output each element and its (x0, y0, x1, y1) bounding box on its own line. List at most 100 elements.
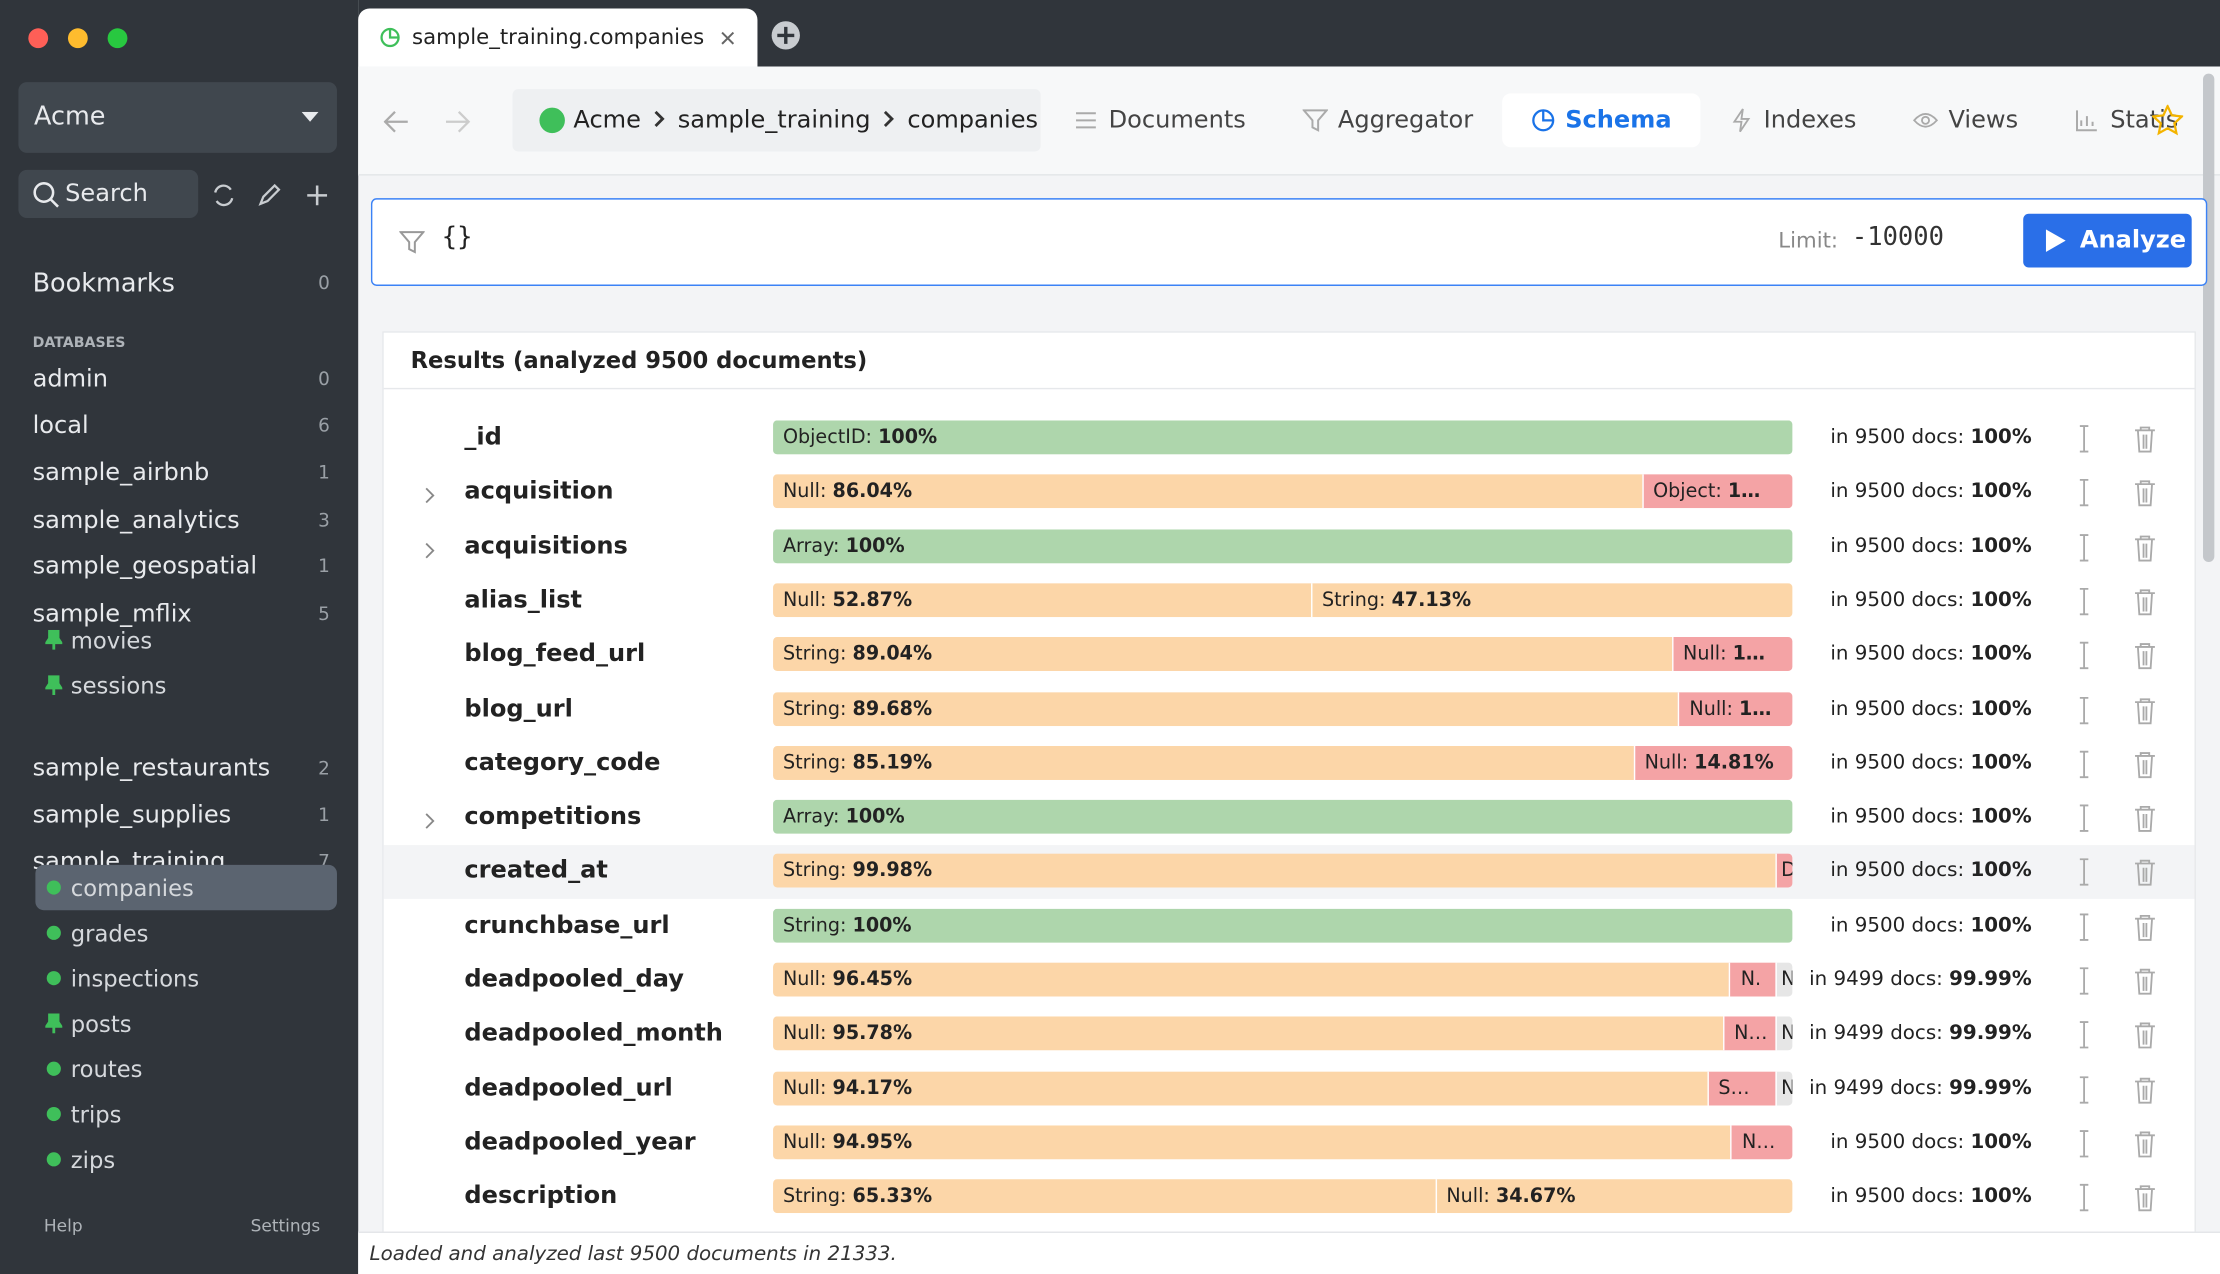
type-segment: ObjectID: 100% (773, 420, 1793, 455)
type-name: N (1781, 1022, 1792, 1045)
scrollbar[interactable] (2203, 73, 2215, 562)
breadcrumb-item[interactable]: sample_training (677, 106, 871, 135)
field-name: created_at (464, 856, 608, 886)
collection-item[interactable]: grades (35, 910, 337, 955)
breadcrumb-item[interactable]: companies (907, 106, 1039, 135)
view-tab[interactable]: Documents (1045, 93, 1274, 147)
nav-arrows[interactable] (383, 109, 497, 134)
type-bar: String: 65.33% Null: 34.67% (773, 1179, 1793, 1214)
field-name: deadpooled_year (464, 1128, 696, 1157)
results-panel: Results (analyzed 9500 documents) _id Obj… (382, 331, 2196, 1274)
database-item[interactable]: sample_analytics 3 (33, 501, 330, 541)
close-button[interactable] (28, 28, 49, 49)
collection-item[interactable]: posts (35, 1001, 337, 1046)
database-item[interactable]: admin 0 (33, 360, 330, 400)
row-actions[interactable] (2073, 1184, 2158, 1218)
collection-item[interactable]: routes (35, 1046, 337, 1091)
view-tab[interactable]: Schema (1501, 93, 1700, 148)
row-actions[interactable] (2073, 1021, 2158, 1055)
favorite-star[interactable] (2152, 104, 2184, 136)
view-tab-icon (1302, 108, 1328, 133)
row-actions[interactable] (2073, 425, 2158, 459)
bookmarks[interactable]: Bookmarks 0 (33, 263, 330, 303)
breadcrumb-item[interactable]: Acme (573, 106, 641, 135)
database-item[interactable]: sample_mflix 5 (33, 595, 330, 635)
row-actions[interactable] (2073, 1129, 2158, 1163)
new-tab[interactable] (770, 20, 801, 51)
row-actions[interactable] (2073, 696, 2158, 730)
collection-item[interactable]: sessions (35, 662, 337, 707)
analyze-button[interactable]: Analyze (2023, 213, 2192, 268)
filter-input[interactable]: {} (441, 222, 473, 252)
type-percent: 100% (852, 914, 912, 937)
row-actions[interactable] (2073, 858, 2158, 892)
row-actions[interactable] (2073, 479, 2158, 513)
collection-item[interactable]: trips (35, 1091, 337, 1136)
type-segment: Null: 94.17% (773, 1071, 1707, 1105)
database-count: 1 (318, 462, 330, 484)
view-tab[interactable]: Aggregator (1274, 93, 1501, 147)
row-actions[interactable] (2073, 804, 2158, 838)
database-item[interactable]: sample_supplies 1 (33, 796, 330, 836)
doc-count-label: in 9500 docs: (1830, 1130, 1965, 1154)
type-name: Null: (782, 1022, 827, 1046)
doc-count-label: in 9500 docs: (1830, 751, 1965, 775)
expand-toggle[interactable] (425, 483, 436, 510)
type-name: String: (782, 1185, 847, 1208)
collection-item[interactable]: companies (35, 864, 337, 911)
database-item[interactable]: sample_restaurants 2 (33, 749, 330, 789)
field-row: blog_feed_url String: 89.04% Null: 1… in 95… (384, 629, 2195, 683)
type-segment: String: 100% (773, 908, 1793, 943)
row-actions[interactable] (2073, 750, 2158, 784)
type-segment: String: 65.33% (773, 1179, 1436, 1214)
connection-select[interactable]: Acme (18, 82, 337, 153)
database-item[interactable]: sample_airbnb 1 (33, 453, 330, 493)
type-percent: 95.78% (832, 1022, 913, 1046)
row-actions[interactable] (2073, 1075, 2158, 1109)
doc-count-percent: 99.99% (1949, 1076, 2032, 1100)
type-name: Array: (782, 534, 840, 558)
row-actions[interactable] (2073, 967, 2158, 1001)
help-link[interactable]: Help (43, 1215, 83, 1236)
type-segment: N (1775, 962, 1793, 997)
row-actions[interactable] (2073, 913, 2158, 947)
database-count: 1 (318, 555, 330, 577)
search-icon (33, 182, 59, 208)
collection-item[interactable]: zips (35, 1137, 337, 1182)
row-actions[interactable] (2073, 642, 2158, 676)
database-item[interactable]: sample_geospatial 1 (33, 546, 330, 586)
type-name: Null: (782, 1130, 827, 1154)
settings-link[interactable]: Settings (250, 1215, 321, 1236)
zoom-button[interactable] (107, 28, 128, 49)
doc-count-percent: 99.99% (1949, 968, 2032, 991)
sidebar-actions[interactable] (210, 181, 332, 209)
row-actions[interactable] (2073, 533, 2158, 567)
expand-toggle[interactable] (425, 537, 436, 564)
row-actions[interactable] (2073, 587, 2158, 621)
database-item[interactable]: local 6 (33, 406, 330, 446)
type-percent: 47.13% (1391, 588, 1472, 612)
type-percent: 52.87% (832, 588, 913, 612)
tab[interactable]: sample_training.companies (358, 8, 758, 67)
type-bar: Null: 96.45% N. N (773, 962, 1793, 997)
collection-icon (35, 1013, 70, 1034)
type-name: Object: (1653, 480, 1722, 503)
doc-count-percent: 100% (1970, 697, 2032, 720)
collection-item[interactable]: inspections (35, 956, 337, 1001)
database-name: admin (32, 365, 109, 394)
search-box[interactable]: Search (18, 169, 199, 218)
tab-close[interactable] (721, 31, 735, 45)
collection-item[interactable]: movies (35, 617, 337, 662)
minimize-button[interactable] (67, 28, 88, 49)
type-bar: ObjectID: 100% (773, 420, 1793, 455)
view-tab[interactable]: Indexes (1700, 93, 1885, 147)
field-name: description (464, 1182, 618, 1211)
limit-input[interactable]: -10000 (1851, 222, 1944, 252)
expand-toggle[interactable] (425, 808, 436, 835)
view-tab[interactable]: Views (1885, 93, 2047, 147)
doc-count: in 9500 docs: 100% (1830, 1131, 2031, 1154)
type-percent: 14.81% (1694, 751, 1774, 775)
type-percent: 94.17% (832, 1076, 913, 1100)
collection-icon (35, 971, 70, 986)
type-segment: Null: 34.67% (1435, 1179, 1793, 1214)
